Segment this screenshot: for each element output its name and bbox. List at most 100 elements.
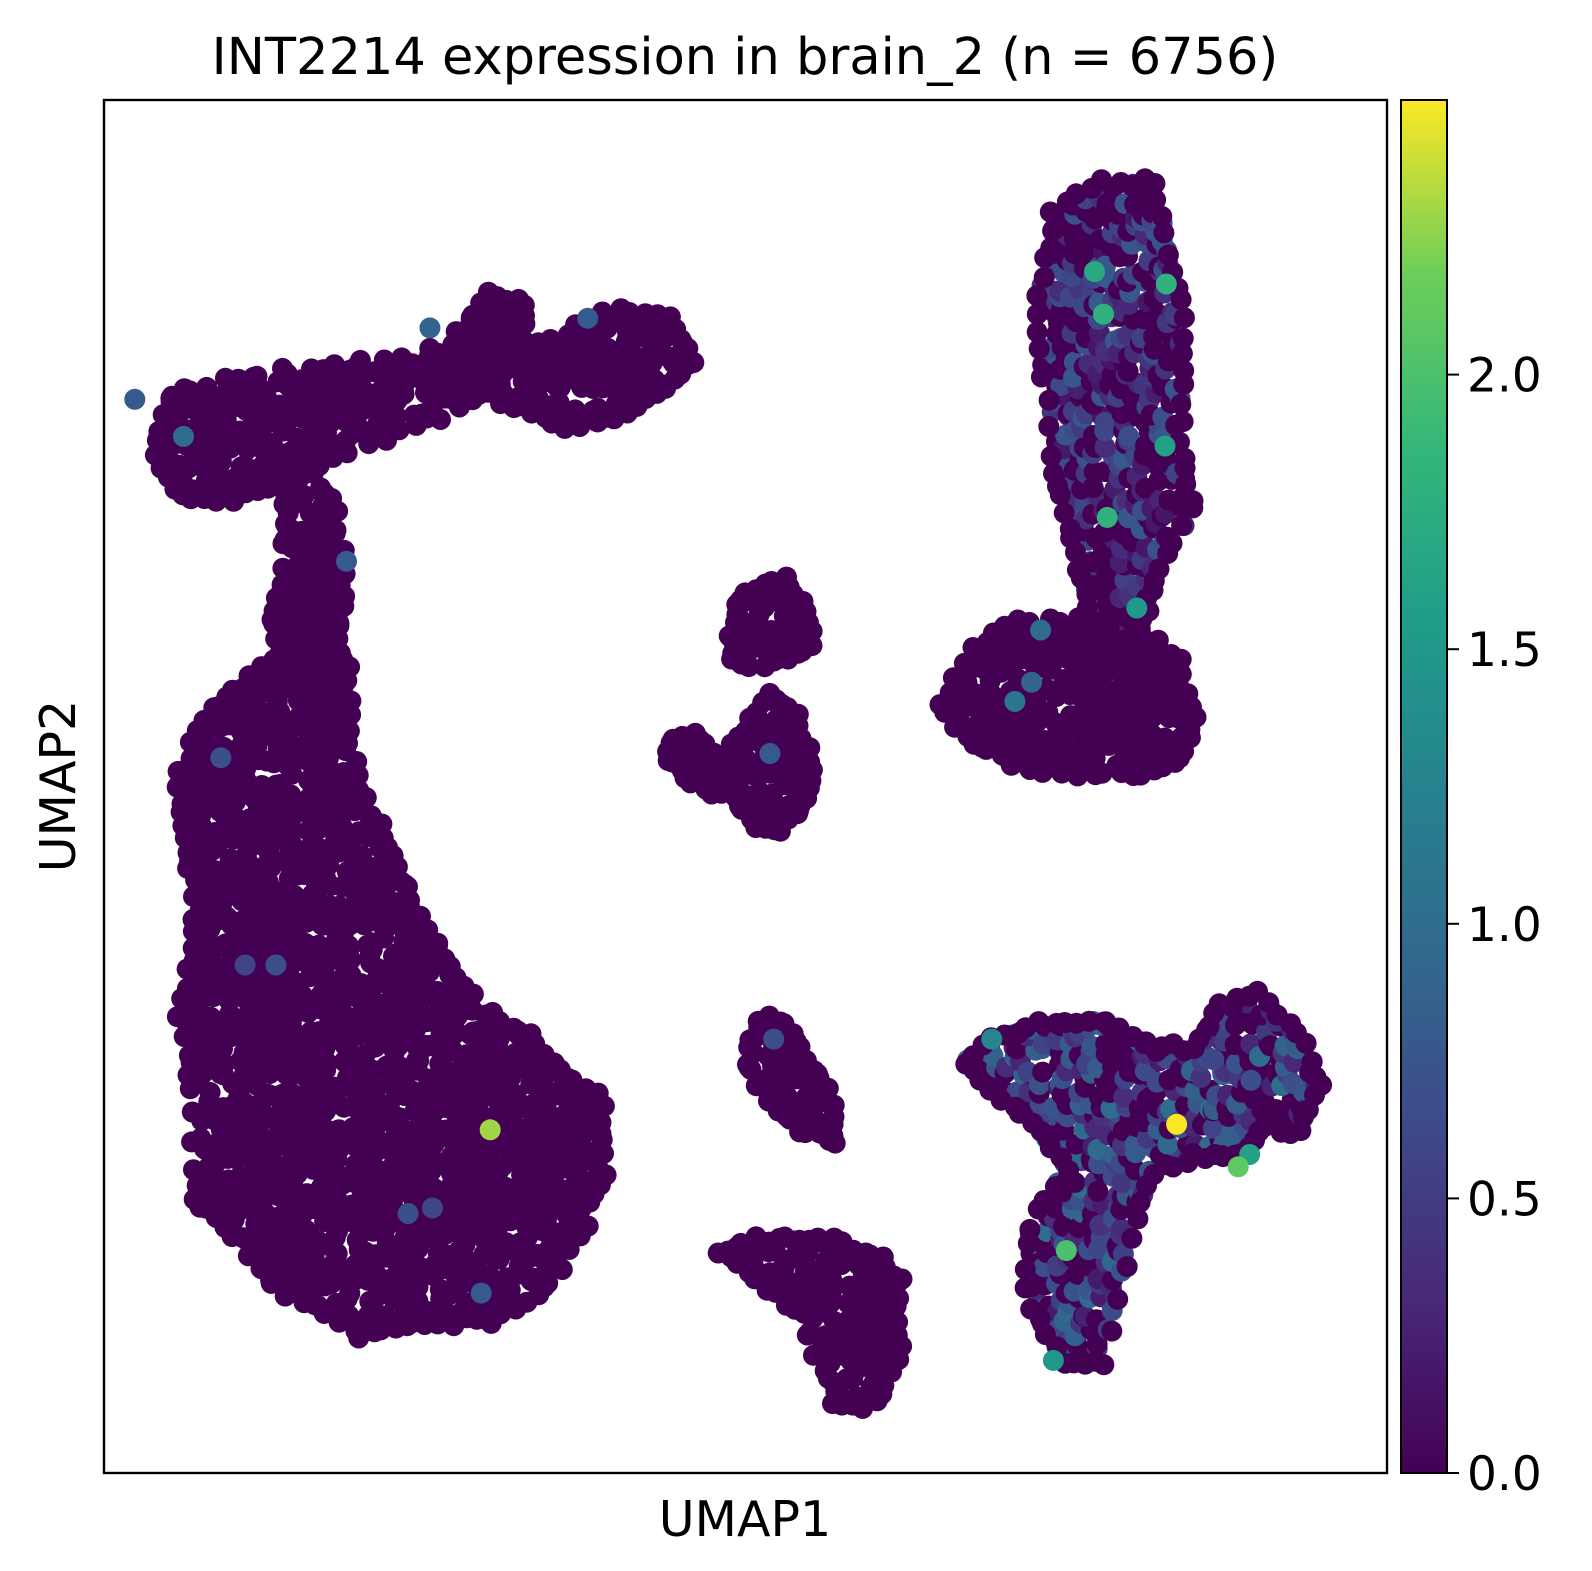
highlight-point: [1055, 1240, 1077, 1262]
data-point: [308, 934, 330, 956]
highlight-point: [1004, 690, 1026, 712]
data-point: [150, 457, 172, 479]
data-point: [1113, 1086, 1135, 1108]
data-point: [1129, 1191, 1151, 1213]
data-point: [1145, 189, 1167, 211]
data-point: [220, 435, 242, 457]
data-point: [148, 420, 170, 442]
data-point: [338, 720, 360, 742]
data-point: [1070, 567, 1092, 589]
data-point: [326, 1243, 348, 1265]
data-point: [1172, 411, 1194, 433]
data-point: [178, 1044, 200, 1066]
data-point: [456, 380, 478, 402]
data-point: [397, 876, 418, 898]
data-point: [1078, 612, 1100, 634]
data-point: [179, 1078, 201, 1100]
data-point: [166, 776, 188, 798]
data-point: [1030, 366, 1052, 388]
data-point: [763, 620, 785, 642]
data-point: [1116, 1256, 1138, 1278]
data-point: [1051, 1084, 1073, 1106]
data-point: [181, 1101, 203, 1123]
data-point: [503, 397, 525, 419]
data-point: [610, 298, 632, 320]
data-point: [166, 1006, 188, 1028]
data-point: [1034, 247, 1056, 269]
data-point: [291, 984, 313, 1006]
data-point: [738, 1036, 760, 1058]
highlight-point: [1096, 506, 1118, 528]
data-point: [274, 1285, 296, 1307]
data-point: [391, 347, 413, 369]
data-point: [823, 1094, 845, 1116]
colorbar-ticks: 0.0 0.5 1.0 1.5 2.0: [1447, 349, 1542, 1502]
data-point: [1107, 1288, 1129, 1310]
data-point: [181, 1131, 203, 1153]
data-point: [338, 1039, 359, 1061]
data-point: [360, 805, 382, 827]
y-axis-label: UMAP2: [30, 700, 87, 872]
data-point: [402, 1080, 424, 1102]
highlight-point: [1042, 1349, 1064, 1371]
data-point: [407, 1237, 429, 1259]
data-point: [482, 1001, 504, 1023]
highlight-point: [173, 425, 194, 447]
data-point: [1040, 445, 1062, 467]
highlight-point: [124, 388, 146, 410]
data-point: [595, 1164, 617, 1186]
data-point: [179, 731, 201, 753]
data-point: [991, 744, 1013, 766]
data-point: [597, 338, 619, 360]
data-point: [1175, 473, 1197, 495]
highlight-point: [1166, 1113, 1188, 1135]
data-point: [351, 845, 373, 867]
data-point: [1190, 1066, 1212, 1088]
data-point: [1053, 502, 1075, 524]
data-point: [427, 935, 448, 957]
data-point: [1170, 393, 1192, 415]
data-point: [520, 1023, 542, 1045]
data-point: [803, 1344, 824, 1366]
data-point: [1157, 1133, 1179, 1155]
data-point: [223, 490, 245, 512]
data-point: [1085, 764, 1106, 786]
data-point: [260, 1272, 282, 1294]
data-point: [1065, 541, 1086, 563]
data-point: [1032, 1061, 1054, 1083]
highlight-point: [479, 1119, 501, 1141]
data-point: [1014, 1277, 1036, 1299]
data-point: [221, 419, 243, 441]
data-point: [1042, 220, 1064, 242]
data-point: [269, 701, 291, 722]
data-point: [273, 493, 295, 515]
data-point: [1094, 436, 1116, 458]
data-point: [1078, 1010, 1100, 1032]
data-point: [326, 1092, 348, 1114]
data-point: [1111, 402, 1133, 424]
colorbar-tick-label: 0.5: [1467, 1172, 1542, 1227]
data-point: [348, 780, 370, 802]
data-point: [358, 433, 380, 455]
data-point: [1110, 172, 1132, 193]
data-point: [1049, 611, 1071, 633]
data-point: [1051, 762, 1073, 784]
data-point: [796, 1324, 818, 1346]
data-point: [585, 410, 607, 432]
data-point: [185, 869, 207, 891]
data-point: [342, 1117, 364, 1139]
highlight-point: [1154, 435, 1176, 457]
data-point: [888, 1287, 910, 1309]
data-point: [247, 700, 269, 722]
data-point: [1151, 205, 1173, 227]
data-point: [189, 1196, 211, 1218]
data-point: [301, 358, 322, 380]
data-point: [1270, 1121, 1292, 1143]
highlight-point: [234, 954, 256, 976]
data-point: [1104, 607, 1126, 629]
data-point: [328, 1311, 350, 1333]
data-point: [324, 522, 346, 544]
data-point: [590, 1112, 612, 1133]
data-point: [348, 1327, 370, 1349]
